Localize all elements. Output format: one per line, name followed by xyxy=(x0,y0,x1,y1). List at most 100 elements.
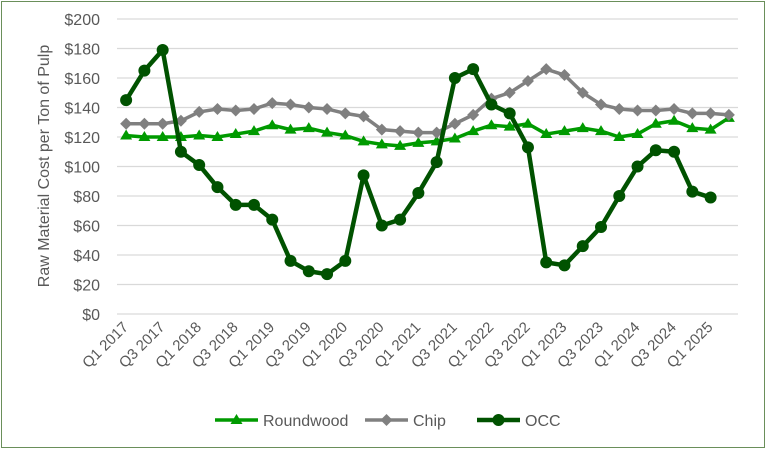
y-axis-title: Raw Material Cost per Ton of Pulp xyxy=(36,45,53,288)
series-line xyxy=(126,67,730,135)
circle-marker xyxy=(540,256,553,269)
y-tick-label: $80 xyxy=(73,189,100,206)
triangle-marker xyxy=(193,129,206,140)
diamond-marker xyxy=(193,105,206,118)
circle-marker xyxy=(394,213,407,226)
diamond-marker xyxy=(357,110,370,123)
diamond-marker xyxy=(266,97,279,110)
triangle-marker xyxy=(321,126,334,137)
triangle-marker xyxy=(576,122,589,133)
diamond-marker xyxy=(668,102,681,115)
diamond-marker xyxy=(430,126,443,139)
circle-marker xyxy=(613,190,626,202)
triangle-marker xyxy=(412,136,425,147)
triangle-marker xyxy=(138,131,151,141)
triangle-marker xyxy=(156,131,169,141)
legend-label: Chip xyxy=(413,413,446,430)
diamond-marker xyxy=(229,104,242,117)
legend-item-roundwood: Roundwood xyxy=(215,413,348,430)
triangle-marker xyxy=(704,123,717,134)
y-tick-label: $60 xyxy=(73,219,100,236)
diamond-marker xyxy=(631,104,644,117)
diamond-marker xyxy=(138,117,151,130)
circle-marker xyxy=(448,72,461,84)
circle-marker xyxy=(595,220,608,233)
circle-marker xyxy=(704,191,717,204)
triangle-marker xyxy=(230,414,243,424)
legend-item-chip: Chip xyxy=(365,413,446,430)
legend: Roundwood Chip OCC xyxy=(215,413,561,430)
triangle-marker xyxy=(339,129,352,140)
circle-marker xyxy=(631,160,644,173)
diamond-marker xyxy=(394,125,407,138)
y-tick-labels: $0 $20 $40 $60 $80 $100 $120 $140 $160 $180 $200 xyxy=(64,12,100,324)
triangle-marker xyxy=(229,128,242,139)
triangle-marker xyxy=(302,122,315,133)
diamond-marker xyxy=(540,63,553,76)
series-roundwood xyxy=(120,111,735,150)
triangle-marker xyxy=(613,131,626,141)
diamond-marker xyxy=(722,108,735,121)
triangle-marker xyxy=(668,114,681,125)
diamond-marker xyxy=(686,107,699,120)
y-tick-label: $40 xyxy=(73,248,100,265)
diamond-marker xyxy=(448,117,461,130)
circle-marker xyxy=(357,169,370,182)
series-occ xyxy=(120,43,717,281)
diamond-marker xyxy=(302,101,315,114)
circle-marker xyxy=(430,156,443,169)
triangle-marker xyxy=(503,120,516,131)
series-chip xyxy=(120,63,735,139)
circle-marker xyxy=(485,98,498,111)
y-tick-label: $20 xyxy=(73,278,100,295)
diamond-marker xyxy=(120,117,133,130)
diamond-marker xyxy=(613,102,626,115)
diamond-marker xyxy=(339,107,352,120)
circle-marker xyxy=(686,185,699,198)
y-tick-label: $120 xyxy=(64,130,100,147)
y-tick-label: $200 xyxy=(64,12,100,29)
circle-marker xyxy=(247,198,260,211)
triangle-marker xyxy=(284,123,297,134)
circle-marker xyxy=(492,414,505,426)
series-line xyxy=(124,47,712,277)
diamond-marker xyxy=(595,98,608,111)
diamond-marker xyxy=(156,117,169,130)
circle-marker xyxy=(558,259,571,272)
diamond-marker xyxy=(521,74,534,87)
circle-marker xyxy=(266,213,279,226)
circle-marker xyxy=(467,63,480,76)
circle-marker xyxy=(339,254,352,267)
diamond-marker xyxy=(649,104,662,117)
diamond-marker xyxy=(247,102,260,115)
circle-marker xyxy=(120,94,133,107)
triangle-marker xyxy=(686,122,699,133)
circle-marker xyxy=(668,145,681,158)
y-tick-label: $100 xyxy=(64,160,100,177)
triangle-marker xyxy=(521,117,534,128)
circle-marker xyxy=(321,268,334,281)
legend-label: OCC xyxy=(525,413,561,430)
triangle-marker xyxy=(247,125,260,136)
triangle-marker xyxy=(631,128,644,139)
diamond-marker xyxy=(284,98,297,111)
circle-marker xyxy=(284,254,297,267)
diamond-marker xyxy=(321,102,334,115)
triangle-marker xyxy=(595,125,608,136)
diamond-marker xyxy=(704,107,717,120)
diamond-marker xyxy=(380,414,393,426)
circle-marker xyxy=(412,187,425,200)
circle-marker xyxy=(211,181,224,194)
gridlines xyxy=(117,18,738,315)
y-tick-label: $180 xyxy=(64,42,100,59)
circle-marker xyxy=(576,240,589,253)
triangle-marker xyxy=(448,132,461,143)
series-line xyxy=(125,116,730,148)
triangle-marker xyxy=(375,138,388,149)
circle-marker xyxy=(302,265,315,278)
circle-marker xyxy=(156,43,169,56)
diamond-marker xyxy=(375,123,388,136)
triangle-marker xyxy=(120,129,133,140)
circle-marker xyxy=(174,145,187,158)
